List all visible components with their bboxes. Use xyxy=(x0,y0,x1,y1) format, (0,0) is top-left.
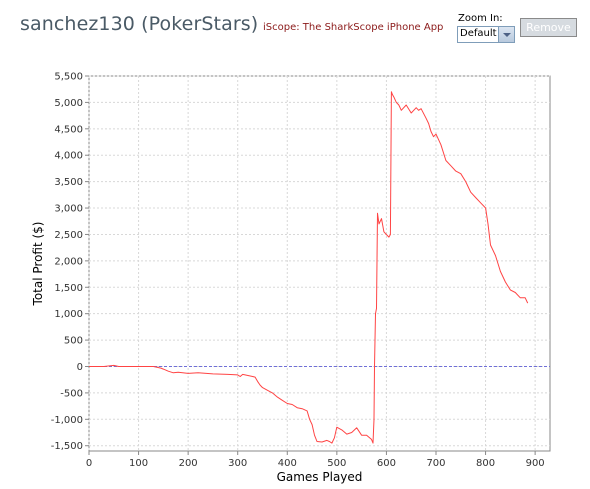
y-tick-label: 2,500 xyxy=(54,230,83,241)
x-tick-label: 500 xyxy=(327,458,346,469)
x-tick-label: 800 xyxy=(476,458,495,469)
zoom-select[interactable]: Default xyxy=(457,26,515,43)
y-tick-label: 1,000 xyxy=(54,309,83,320)
x-tick-label: 0 xyxy=(86,458,92,469)
y-tick-label: 500 xyxy=(64,336,83,347)
y-tick-label: 3,500 xyxy=(54,177,83,188)
y-tick-label: 3,000 xyxy=(54,204,83,215)
x-tick-label: 100 xyxy=(129,458,148,469)
zoom-label: Zoom In: xyxy=(458,13,503,24)
y-tick-label: -500 xyxy=(60,388,83,399)
y-tick-label: 2,000 xyxy=(54,256,83,267)
y-axis-label: Total Profit ($) xyxy=(31,222,45,307)
x-tick-label: 600 xyxy=(377,458,396,469)
y-tick-label: 5,500 xyxy=(54,72,83,83)
y-tick-label: 0 xyxy=(77,362,83,373)
x-tick-label: 400 xyxy=(278,458,297,469)
x-tick-label: 700 xyxy=(426,458,445,469)
plot-area xyxy=(88,75,551,452)
page-title: sanchez130 (PokerStars) xyxy=(20,13,259,35)
y-tick-label: 1,500 xyxy=(54,283,83,294)
x-tick-label: 200 xyxy=(179,458,198,469)
x-axis-label: Games Played xyxy=(277,470,363,484)
remove-button[interactable]: Remove xyxy=(520,18,577,37)
promo-link[interactable]: iScope: The SharkScope iPhone App xyxy=(263,22,444,33)
zoom-select-value: Default xyxy=(460,28,497,39)
y-tick-label: -1,500 xyxy=(51,441,83,452)
y-tick-label: 4,000 xyxy=(54,151,83,162)
x-tick-label: 900 xyxy=(526,458,545,469)
y-tick-label: 5,000 xyxy=(54,98,83,109)
y-tick-label: -1,000 xyxy=(51,415,83,426)
x-tick-label: 300 xyxy=(228,458,247,469)
chevron-down-icon[interactable] xyxy=(498,27,514,42)
y-tick-label: 4,500 xyxy=(54,124,83,135)
series-line xyxy=(89,91,529,444)
